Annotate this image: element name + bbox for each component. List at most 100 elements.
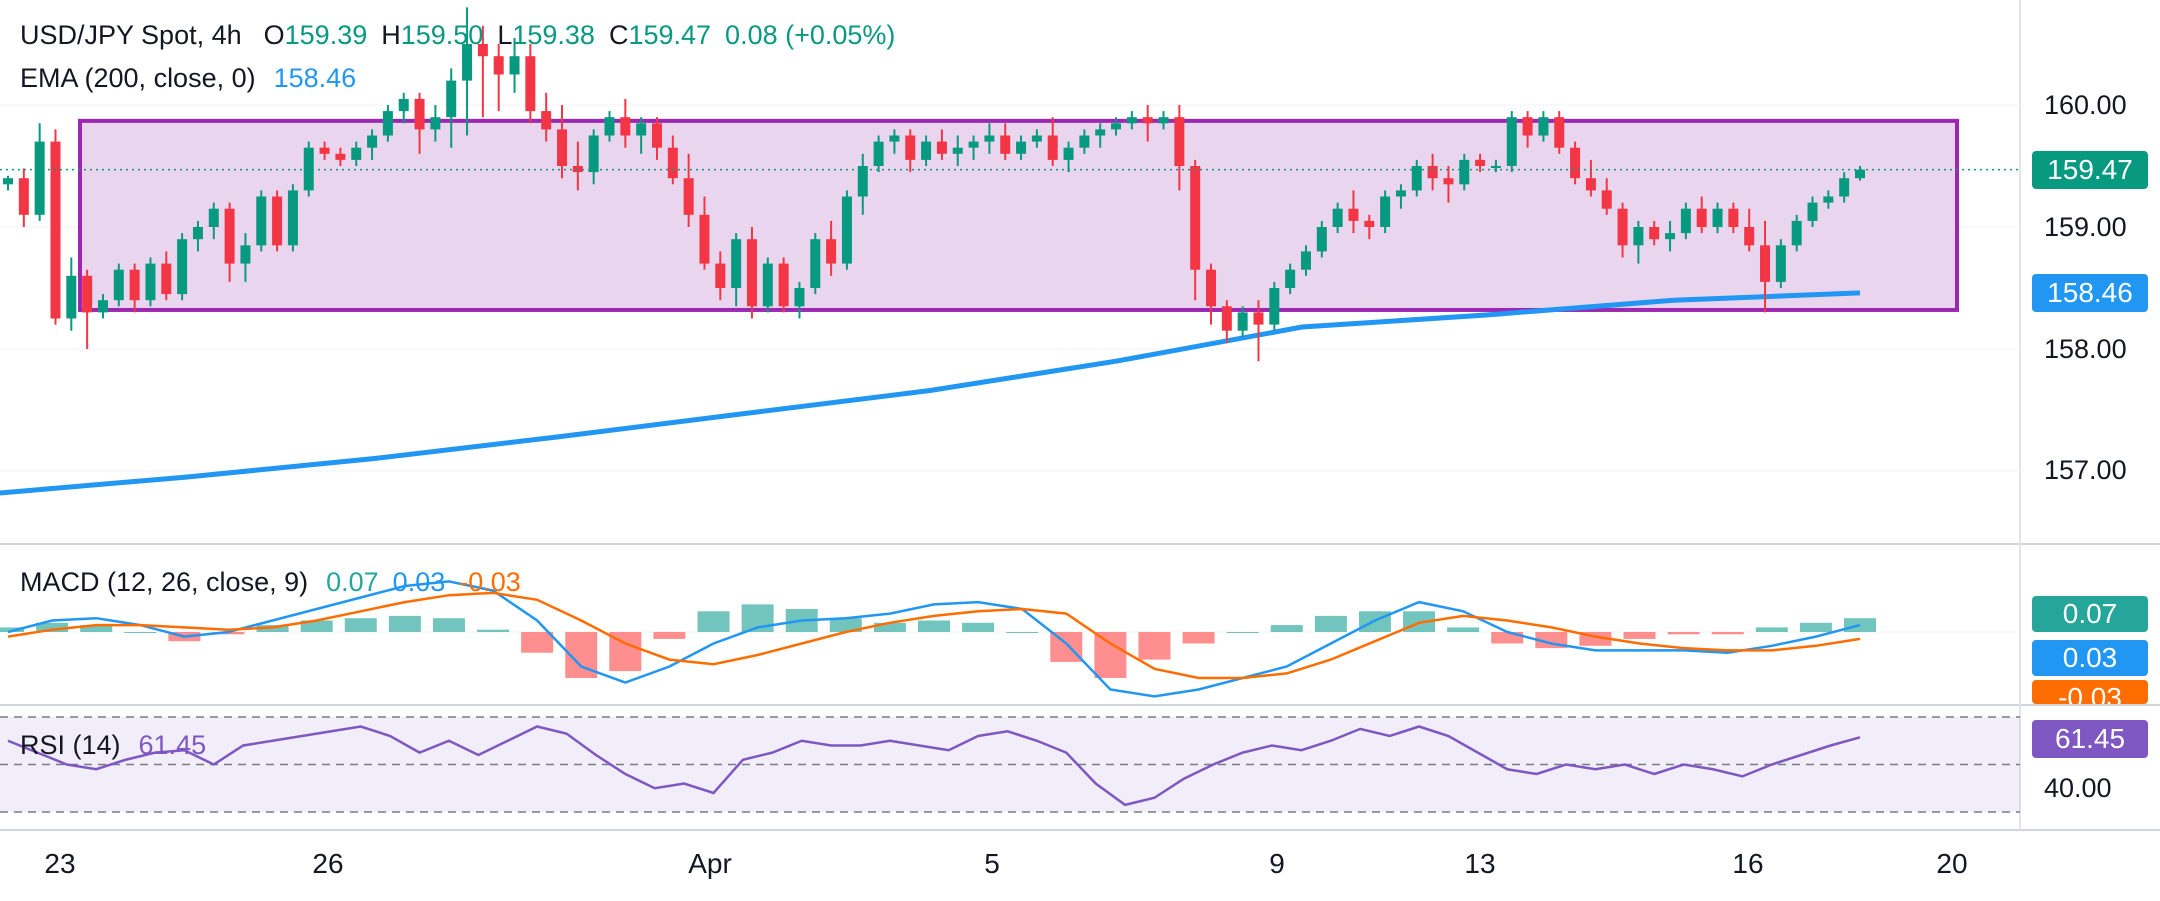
ema-price-badge: 158.46 [2032, 274, 2148, 312]
candle-body [477, 44, 488, 57]
candle-body [1839, 178, 1850, 197]
candle-body [1585, 178, 1596, 191]
macd-hist-bar [124, 632, 157, 633]
macd-hist-bar [1182, 632, 1215, 644]
candle-body [1775, 245, 1786, 282]
candle-body [525, 56, 536, 112]
macd-hist-bar [1491, 632, 1524, 644]
candle-body [287, 190, 298, 246]
candle-body [1791, 220, 1802, 246]
candle-body [557, 129, 568, 166]
candle-body [746, 239, 757, 307]
macd-hist-bar [1667, 632, 1700, 635]
macd-line-value: 0.03 [392, 567, 446, 597]
candle-body [224, 208, 235, 264]
macd-label: MACD (12, 26, close, 9) [20, 567, 309, 597]
ema-200-line [0, 290, 1861, 496]
candle-body [1364, 220, 1375, 227]
candle-body [636, 123, 647, 136]
high-value: 159.50 [400, 20, 484, 50]
macd-hist-bar [1006, 632, 1039, 633]
candle-body [921, 141, 932, 160]
candle-body [1300, 251, 1311, 270]
macd-hist-bar [388, 615, 421, 632]
candle-body [18, 178, 29, 215]
candle-body [303, 147, 314, 191]
price-tick-159: 159.00 [2044, 212, 2127, 242]
candle-body [1079, 135, 1090, 148]
candle-body [699, 214, 710, 264]
open-value: 159.39 [284, 20, 368, 50]
candle-body [604, 117, 615, 136]
macd-hist-bar [829, 618, 862, 632]
macd-hist-bar [300, 620, 333, 632]
candle-body [66, 275, 77, 319]
candle-body [1016, 141, 1027, 154]
candle-body [588, 135, 599, 173]
change-value: 0.08 (+0.05%) [725, 20, 896, 50]
candle-body [1047, 135, 1058, 160]
candle-body [1601, 190, 1612, 209]
candle-body [984, 135, 995, 142]
candle-body [446, 80, 457, 118]
ema-legend: EMA (200, close, 0) 158.46 [20, 63, 356, 94]
macd-line-badge: 0.03 [2032, 640, 2148, 676]
candle-body [1190, 166, 1201, 270]
candle-body [192, 227, 203, 240]
macd-hist-bar [653, 632, 686, 639]
candle-body [1348, 208, 1359, 221]
macd-hist-bar [1314, 615, 1347, 632]
candle-body [1633, 227, 1644, 246]
candle-body [731, 239, 742, 288]
candle-body [1063, 147, 1074, 160]
candle-body [889, 135, 900, 142]
candle-body [841, 196, 852, 264]
candle-body [1807, 202, 1818, 221]
candle-body [857, 166, 868, 197]
candle-body [1617, 208, 1628, 246]
x-label-5: 5 [984, 848, 1000, 879]
candle-body [34, 141, 45, 215]
macd-hist-badge: 0.07 [2032, 596, 2148, 632]
candle-body [1427, 166, 1438, 179]
candle-body [493, 56, 504, 75]
macd-hist-bar [1094, 632, 1127, 678]
low-value: 159.38 [512, 20, 595, 50]
candle-body [1443, 178, 1454, 185]
candle-body [968, 141, 979, 148]
x-label-9: 9 [1269, 848, 1285, 879]
candle-body [161, 263, 172, 295]
candle-body [3, 178, 13, 185]
candle-body [1316, 227, 1327, 252]
candle-body [462, 44, 473, 81]
candle-body [177, 239, 188, 295]
candle-body [1253, 312, 1264, 325]
open-label: O [263, 20, 285, 50]
macd-hist-bar [432, 618, 465, 632]
macd-hist-bar [80, 625, 113, 632]
candle-body [129, 269, 140, 301]
low-label: L [497, 20, 513, 50]
candle-body [1111, 123, 1122, 130]
macd-hist-bar [477, 629, 510, 632]
macd-signal-line [7, 591, 1861, 680]
price-tick-157: 157.00 [2044, 455, 2127, 485]
rsi-line [7, 725, 1861, 807]
candle-body [414, 98, 425, 130]
candle-body [1126, 117, 1137, 124]
candle-body [778, 263, 789, 307]
candle-body [1490, 166, 1501, 168]
candle-body [651, 123, 662, 148]
candle-body [272, 196, 283, 246]
x-label-23: 23 [44, 848, 76, 879]
candle-body [1031, 135, 1042, 142]
macd-hist-bar [1711, 632, 1744, 635]
candle-body [810, 239, 821, 288]
rsi-badge: 61.45 [2032, 720, 2148, 758]
macd-hist-bar [1755, 627, 1788, 632]
candle-body [1744, 227, 1755, 246]
candle-body [1538, 117, 1549, 136]
candle-body [1728, 208, 1739, 227]
ema-value: 158.46 [273, 63, 357, 93]
